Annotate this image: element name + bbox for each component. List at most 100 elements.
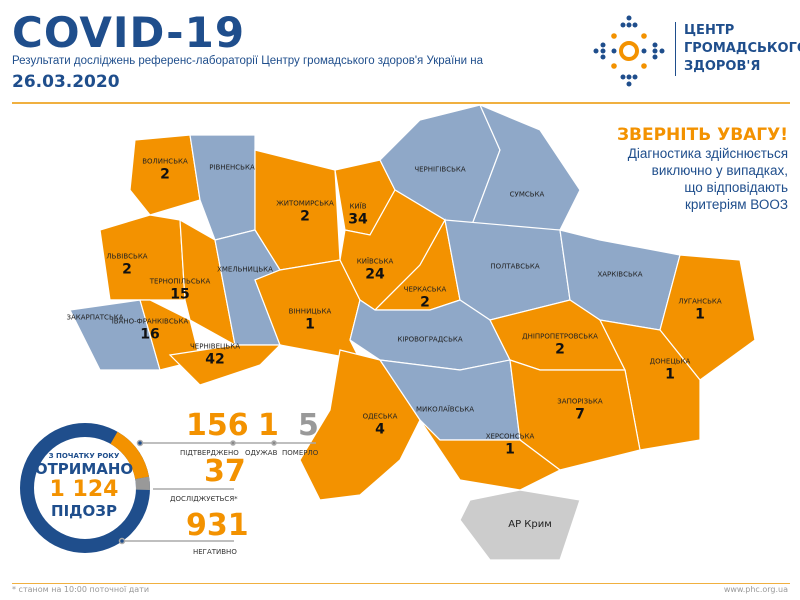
region-count: 1 <box>505 441 515 458</box>
region-label: ЛУГАНСЬКА 1 <box>678 298 721 323</box>
testing-count: 37 <box>204 454 246 489</box>
region-name: ІВАНО-ФРАНКІВСЬКА <box>111 317 189 326</box>
region-count: 16 <box>140 326 160 343</box>
donut-line: ОТРИМАНО <box>34 460 134 478</box>
region-name: ПОЛТАВСЬКА <box>490 262 540 271</box>
region-shape <box>168 344 282 386</box>
region-name: ОДЕСЬКА <box>362 412 398 421</box>
footnote: * станом на 10:00 поточної дати <box>12 585 150 594</box>
region-label: ЧЕРКАСЬКА 2 <box>404 286 447 311</box>
notice: ЗВЕРНІТЬ УВАГУ! Діагностика здійснюється… <box>617 125 788 213</box>
donut-total: 1 124 <box>49 477 119 502</box>
region-label: ЧЕРНІГІВСЬКА <box>414 166 465 175</box>
region-label: ДНІПРОПЕТРОВСЬКА 2 <box>522 333 598 358</box>
region-name: ДНІПРОПЕТРОВСЬКА <box>522 332 598 341</box>
region-count: 7 <box>575 406 585 423</box>
region-name: ЗАКАРПАТСЬКА <box>66 313 124 322</box>
region-count: 15 <box>170 286 190 303</box>
region-shape <box>459 489 581 561</box>
website-link[interactable]: www.phc.org.ua <box>723 585 788 594</box>
region-label: ХМЕЛЬНИЦЬКА <box>217 266 273 275</box>
died-count: 5 <box>298 408 319 443</box>
region-label: ЧЕРНІВЕЦЬКА 42 <box>190 343 240 368</box>
donut-label: З ПОЧАТКУ РОКУ ОТРИМАНО 1 124 ПІДОЗР <box>34 452 134 520</box>
region-count: 34 <box>348 211 368 228</box>
region-label: ЛЬВІВСЬКА 2 <box>106 253 147 278</box>
region-label: ХАРКІВСЬКА <box>597 271 642 280</box>
region-name: ХЕРСОНСЬКА <box>485 432 535 441</box>
region-label: ТЕРНОПІЛЬСЬКА 15 <box>150 278 211 303</box>
region-count: 2 <box>300 208 310 225</box>
region-name: КІРОВОГРАДСЬКА <box>397 335 463 344</box>
notice-line: Діагностика здійснюється <box>627 146 788 161</box>
region-count: 1 <box>305 316 315 333</box>
subtitle: Результати досліджень референс-лаборатор… <box>12 55 483 67</box>
notice-line: виключно у випадках, <box>651 163 788 178</box>
region-label: МИКОЛАЇВСЬКА <box>416 406 474 415</box>
region-label: ІВАНО-ФРАНКІВСЬКА 16 <box>112 318 189 343</box>
notice-line: критеріям ВООЗ <box>684 197 788 212</box>
suspects-donut <box>20 423 150 553</box>
divider <box>12 102 790 104</box>
region-name: ЛУГАНСЬКА <box>678 297 722 306</box>
region-label: ЖИТОМИРСЬКА 2 <box>276 200 334 225</box>
page-title: COVID-19 <box>12 8 246 57</box>
donut-confirmed <box>20 423 150 553</box>
died-label: ПОМЕРЛО <box>282 449 319 457</box>
region-label: ЗАПОРІЗЬКА 7 <box>557 398 602 423</box>
region-name: РІВНЕНСЬКА <box>209 163 255 172</box>
donut-line: ПІДОЗР <box>51 502 117 520</box>
region-shape <box>129 134 201 216</box>
region-name: ХАРКІВСЬКА <box>597 270 643 279</box>
negative-label: НЕГАТИВНО <box>193 548 237 556</box>
org-line: ЦЕНТР <box>684 23 735 38</box>
region-name: СУМСЬКА <box>509 190 545 199</box>
region-name: КИЇВСЬКА <box>356 257 394 266</box>
region-label: ОДЕСЬКА 4 <box>363 413 398 438</box>
footer-divider <box>12 583 790 584</box>
region-count: 2 <box>555 341 565 358</box>
region-name: ТЕРНОПІЛЬСЬКА <box>149 277 211 286</box>
org-name: ЦЕНТР ГРОМАДСЬКОГО ЗДОРОВ'Я <box>675 22 800 76</box>
region-shape <box>659 254 756 381</box>
region-label: СУМСЬКА <box>510 191 545 200</box>
region-name: КИЇВ <box>349 202 367 211</box>
region-count: 4 <box>375 421 385 438</box>
region-name: ЖИТОМИРСЬКА <box>276 199 334 208</box>
testing-label: ДОСЛІДЖУЄТЬСЯ* <box>170 495 238 503</box>
region-label: ЗАКАРПАТСЬКА <box>66 314 123 323</box>
region-label: ХЕРСОНСЬКА 1 <box>486 433 535 458</box>
notice-line: що відповідають <box>684 180 788 195</box>
recovered-label: ОДУЖАВ <box>245 449 278 457</box>
region-label: РІВНЕНСЬКА <box>209 164 255 173</box>
org-line: ГРОМАДСЬКОГО <box>684 41 800 56</box>
region-name: ЧЕРНІГІВСЬКА <box>414 165 466 174</box>
report-date: 26.03.2020 <box>12 72 120 92</box>
region-name: АР Крим <box>508 519 552 530</box>
region-name: ВОЛИНСЬКА <box>142 157 188 166</box>
region-count: 2 <box>420 294 430 311</box>
confirmed-count: 156 <box>186 408 249 443</box>
region-name: МИКОЛАЇВСЬКА <box>415 405 475 414</box>
negative-count: 931 <box>186 508 249 543</box>
region-count: 1 <box>695 306 705 323</box>
region-name: ЛЬВІВСЬКА <box>106 252 148 261</box>
confirmed-label: ПІДТВЕРДЖЕНО <box>180 449 239 457</box>
region-name: ЧЕРКАСЬКА <box>403 285 447 294</box>
region-label: ВІННИЦЬКА 1 <box>289 308 332 333</box>
region-label: КИЇВ 34 <box>348 203 367 228</box>
donut-line: З ПОЧАТКУ РОКУ <box>48 452 120 460</box>
leader-lines <box>118 439 316 545</box>
notice-heading: ЗВЕРНІТЬ УВАГУ! <box>616 125 788 145</box>
region-count: 2 <box>160 166 170 183</box>
region-label: КИЇВСЬКА 24 <box>357 258 394 283</box>
region-name: ВІННИЦЬКА <box>288 307 332 316</box>
recovered-count: 1 <box>258 408 279 443</box>
region-shape <box>179 218 236 347</box>
region-count: 2 <box>122 261 132 278</box>
region-label: АР Крим <box>508 520 552 530</box>
region-name: ЧЕРНІВЕЦЬКА <box>190 342 240 351</box>
region-label: ПОЛТАВСЬКА <box>490 263 539 272</box>
phc-logo-icon <box>593 15 665 87</box>
